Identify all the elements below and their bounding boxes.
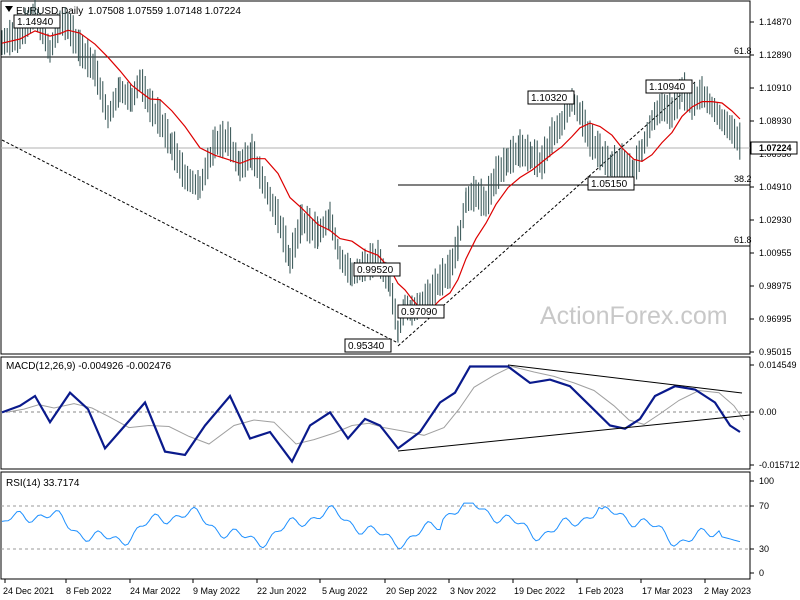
x-tick-4: 9 May 2022 — [193, 586, 240, 596]
current-price-label: 1.07224 — [759, 143, 792, 153]
rsi-tick-70: 70 — [759, 501, 769, 511]
x-tick-12: 2 May 2023 — [704, 586, 751, 596]
annotation-label-2: 1.10320 — [531, 93, 568, 104]
price-annotation-3: 1.10940 — [645, 79, 693, 94]
rsi-panel-frame — [0, 471, 751, 580]
macd-label: MACD(12,26,9) -0.004926 -0.002476 — [6, 361, 172, 372]
x-tick-10: 1 Feb 2023 — [578, 586, 624, 596]
x-tick-9: 19 Dec 2022 — [514, 586, 565, 596]
fib-label-top: 61.8 — [734, 46, 752, 56]
x-tick-5: 22 Jun 2022 — [257, 586, 307, 596]
price-tick-10: 0.96995 — [759, 314, 792, 324]
x-tick-7: 20 Sep 2022 — [386, 586, 437, 596]
price-tick-2: 1.12890 — [759, 50, 792, 60]
x-tick-11: 17 Mar 2023 — [642, 586, 693, 596]
x-tick-1: 24 Dec 2021 — [3, 586, 54, 596]
price-tick-9: 0.98975 — [759, 281, 792, 291]
rsi-line — [1, 502, 741, 549]
macd-line — [1, 365, 741, 464]
macd-tick-zero: 0.00 — [759, 407, 777, 417]
x-tick-3: 24 Mar 2022 — [130, 586, 181, 596]
annotation-label-7: 0.95340 — [348, 341, 385, 352]
price-tick-7: 1.02930 — [759, 215, 792, 225]
symbol-label: EURUSD,Daily — [16, 6, 83, 17]
dropdown-triangle-icon[interactable] — [5, 6, 13, 12]
price-annotation-5: 0.99520 — [353, 262, 401, 277]
macd-tick-bottom: -0.015712 — [759, 460, 800, 470]
moving-average-line — [1, 29, 741, 311]
rsi-tick-30: 30 — [759, 544, 769, 554]
macd-signal-line — [5, 365, 745, 445]
fib-label-mid: 38.2 — [734, 174, 752, 184]
fib-label-low: 61.8 — [734, 235, 752, 245]
price-annotation-4: 1.05150 — [587, 176, 635, 191]
price-tick-1: 1.14870 — [759, 17, 792, 27]
macd-trendline-upper — [507, 364, 743, 394]
rsi-tick-100: 100 — [759, 476, 774, 486]
rsi-label: RSI(14) 33.7174 — [6, 478, 80, 489]
price-tick-6: 1.04910 — [759, 182, 792, 192]
price-tick-3: 1.10910 — [759, 83, 792, 93]
price-series — [1, 0, 741, 343]
annotation-label-4: 1.05150 — [591, 179, 628, 190]
macd-trendline-lower — [397, 414, 751, 452]
x-axis: 24 Dec 2021 8 Feb 2022 24 Mar 2022 9 May… — [3, 579, 751, 596]
price-tick-4: 1.08930 — [759, 116, 792, 126]
current-price-tag — [750, 141, 798, 155]
macd-axis: 0.014549 0.00 -0.015712 — [750, 360, 800, 470]
price-annotation-1: 1.14940 — [13, 14, 61, 29]
annotation-label-5: 0.99520 — [357, 265, 394, 276]
macd-panel-frame — [0, 356, 751, 470]
price-tick-8: 1.00955 — [759, 248, 792, 258]
watermark: ActionForex.com — [540, 302, 728, 330]
rsi-axis: 100 70 30 0 — [750, 476, 774, 578]
trendline-up — [397, 81, 696, 347]
annotation-label-1: 1.14940 — [17, 17, 54, 28]
annotation-label-3: 1.10940 — [649, 82, 686, 93]
trendline-down — [1, 139, 399, 344]
price-axis: 1.14870 1.12890 1.10910 1.08930 1.06950 … — [750, 17, 792, 357]
annotation-label-6: 0.97090 — [401, 307, 438, 318]
price-tick-11: 0.95015 — [759, 347, 792, 357]
x-tick-8: 3 Nov 2022 — [450, 586, 496, 596]
rsi-tick-0: 0 — [759, 568, 764, 578]
price-annotation-7: 0.95340 — [344, 338, 392, 353]
macd-tick-top: 0.014549 — [759, 360, 797, 370]
ohlc-values: 1.07508 1.07559 1.07148 1.07224 — [88, 6, 241, 17]
price-annotation-6: 0.97090 — [397, 304, 445, 319]
price-panel-frame — [0, 0, 751, 355]
price-annotation-2: 1.10320 — [527, 90, 575, 105]
x-tick-2: 8 Feb 2022 — [66, 586, 112, 596]
x-tick-6: 5 Aug 2022 — [322, 586, 368, 596]
